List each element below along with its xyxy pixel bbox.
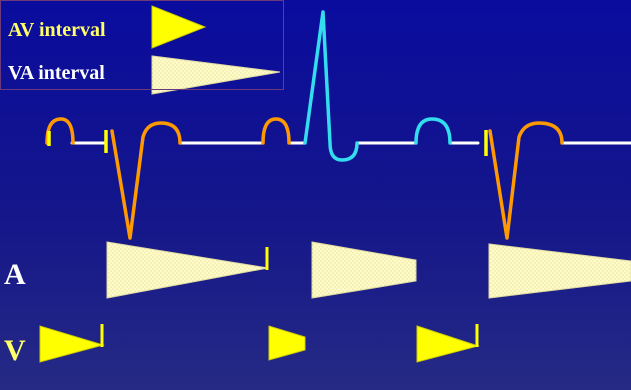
v-row-av-wedges — [39, 324, 480, 363]
legend-av-label: AV interval — [8, 19, 106, 41]
row-label-v: V — [4, 334, 26, 367]
a-row-va-wedges — [106, 241, 631, 299]
av-wedge-3 — [416, 325, 480, 363]
legend-va-wedge — [151, 55, 281, 95]
legend — [0, 0, 284, 90]
sensed-p-wave — [414, 117, 452, 145]
legend-va-label: VA interval — [8, 62, 105, 84]
paced-ventricular-complexes — [110, 121, 564, 240]
pacing-spikes — [47, 130, 488, 156]
va-wedge-2 — [311, 241, 417, 299]
av-wedge-2 — [268, 325, 306, 361]
sensed-ventricular-complex — [303, 10, 359, 162]
legend-av-wedge — [151, 5, 207, 49]
va-wedge-1 — [106, 241, 269, 299]
av-wedge-1 — [39, 325, 105, 363]
row-label-a: A — [4, 258, 26, 291]
va-wedge-3 — [488, 243, 631, 299]
